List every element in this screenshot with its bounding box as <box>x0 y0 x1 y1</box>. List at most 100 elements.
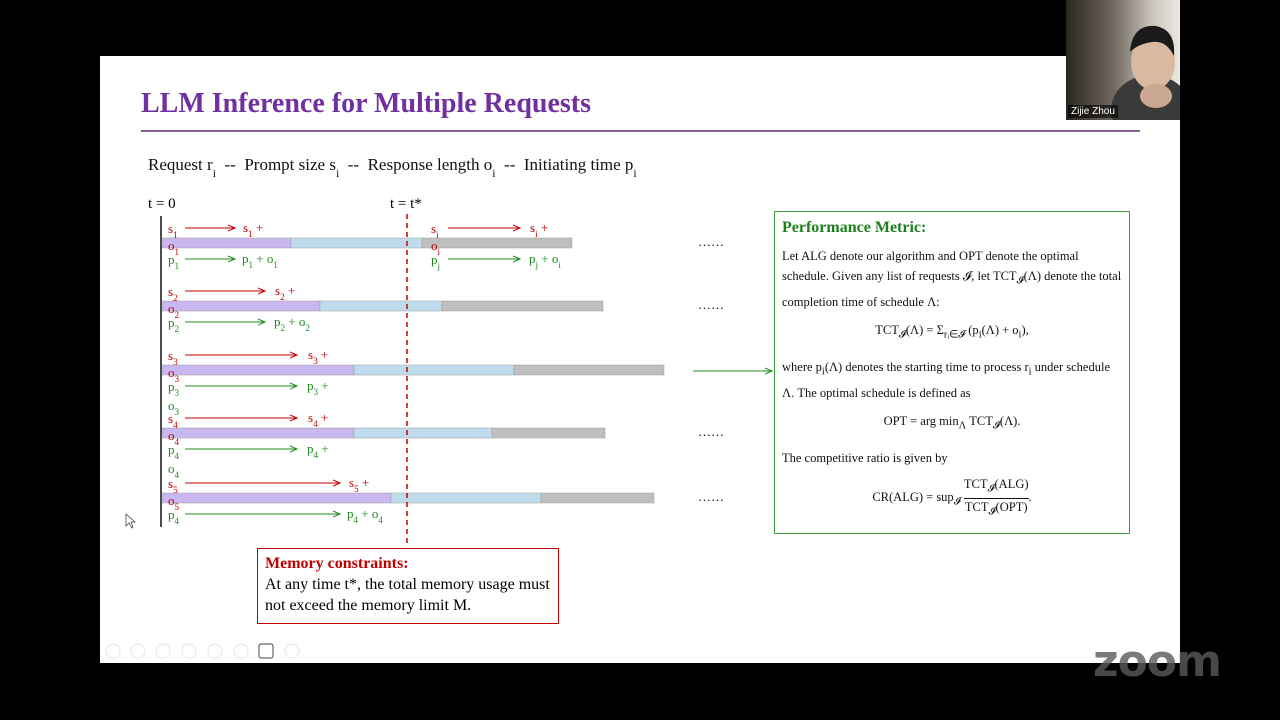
request-bar <box>290 237 423 249</box>
fraction: TCT𝓘(ALG) TCT𝓘(OPT) <box>963 476 1029 521</box>
subscript: 4 <box>354 515 359 525</box>
subscript: 3 <box>175 388 180 398</box>
webcam-video <box>1111 25 1180 120</box>
spacer <box>236 155 245 174</box>
subscript: i <box>821 366 825 378</box>
metric-box: Performance Metric: Let ALG denote our a… <box>774 211 1130 534</box>
memory-box: Memory constraints: At any time t*, the … <box>257 548 559 624</box>
subscript: 1 <box>173 230 178 240</box>
diagram-label: pj + oi <box>529 251 561 270</box>
diagram-label: o5 <box>168 493 180 512</box>
text-run: (p <box>965 322 979 337</box>
text-run: where p <box>782 360 822 374</box>
subscript: 3 <box>314 387 319 397</box>
request-bar <box>161 364 355 376</box>
subscript: 4 <box>173 420 178 430</box>
subscript: i <box>213 166 217 180</box>
notation-line: Request ri -- Prompt size si -- Response… <box>148 155 637 180</box>
text-run: o <box>431 238 438 253</box>
text-run: s <box>349 475 354 490</box>
text-run: + o <box>358 506 378 521</box>
text-run: p <box>307 378 314 393</box>
subscript: i <box>492 166 496 180</box>
metric-text: Let ALG denote our algorithm and OPT den… <box>782 246 1122 312</box>
ellipsis: …… <box>698 234 724 249</box>
subscript: 3 <box>175 407 180 417</box>
diagram-label: s3 + <box>308 347 328 366</box>
text-run: o <box>168 461 175 476</box>
text-run: + o <box>285 314 305 329</box>
text-run: Initiating time p <box>524 155 634 174</box>
subscript: 𝓘 <box>1016 275 1024 287</box>
equation: CR(ALG) = sup𝓘 TCT𝓘(ALG) TCT𝓘(OPT). <box>782 476 1122 520</box>
equation: TCT𝓘(Λ) = Σrᵢ∈𝓘 (pi(Λ) + oi), <box>782 320 1122 346</box>
text-run: s <box>168 476 173 491</box>
subscript: i <box>438 247 441 257</box>
subscript: 𝓘 <box>898 329 906 340</box>
diagram-label: o4 <box>168 461 180 480</box>
subscript: i <box>336 166 340 180</box>
denominator: TCT𝓘(OPT) <box>964 499 1029 521</box>
diagram-label: s3 <box>168 348 178 367</box>
text-run: + <box>253 220 264 235</box>
subscript: i <box>1028 366 1032 378</box>
text-run: TCT <box>966 413 993 428</box>
diagram-label: s4 + <box>308 410 328 429</box>
subscript: rᵢ∈𝓘 <box>943 329 966 340</box>
subscript: 5 <box>175 502 180 512</box>
toolbar-button[interactable] <box>258 643 274 659</box>
slide <box>100 56 1180 663</box>
text-run: + <box>318 441 329 456</box>
text-run: p <box>168 507 175 522</box>
metric-heading: Performance Metric: <box>782 219 927 236</box>
text-run: s <box>308 410 313 425</box>
subscript: 3 <box>175 374 180 384</box>
diagram-label: o3 <box>168 398 180 417</box>
diagram-label: s4 <box>168 411 178 430</box>
text-run: OPT = arg min <box>883 413 959 428</box>
text-run: p <box>431 252 438 267</box>
subscript: Λ <box>958 420 967 431</box>
subscript: j <box>437 261 441 271</box>
metric-text: where pi(Λ) denotes the starting time to… <box>782 357 1122 403</box>
ellipsis: …… <box>698 489 724 504</box>
text-run: o <box>168 301 175 316</box>
text-run: Let ALG denote our algorithm and OPT den… <box>782 249 1079 283</box>
spacer <box>496 155 505 174</box>
ellipsis: …… <box>698 297 724 312</box>
subscript: 2 <box>173 293 178 303</box>
text-run: (Λ) = Σ <box>905 322 944 337</box>
text-run: s <box>431 221 436 236</box>
text-run: (Λ) denote the total completion time of … <box>782 269 1122 309</box>
subscript: 3 <box>313 356 318 366</box>
subscript: 𝓘 <box>992 420 1000 431</box>
text-run: + <box>318 347 329 362</box>
text-run: Request r <box>148 155 213 174</box>
request-bar <box>353 364 515 376</box>
diagram-label: p4 <box>168 442 180 461</box>
text-run: + <box>538 220 549 235</box>
subscript: 2 <box>175 310 180 320</box>
subscript: 1 <box>273 260 278 270</box>
text-run: p <box>242 251 249 266</box>
text-run: (Λ). <box>999 413 1021 428</box>
request-bar <box>421 237 573 249</box>
equation-part: . <box>1028 489 1032 504</box>
text-run: (Λ) + o <box>981 322 1019 337</box>
request-bar <box>390 492 542 504</box>
subscript: 5 <box>354 484 359 494</box>
text-run: p <box>347 506 354 521</box>
diagram-label: si <box>431 221 439 240</box>
slide-toolbar <box>105 643 300 659</box>
text-run: p <box>307 441 314 456</box>
equation-part: CR(ALG) = sup𝓘 <box>872 490 960 508</box>
text-run: Response length o <box>368 155 493 174</box>
separator: -- <box>348 155 360 174</box>
separator: -- <box>225 155 237 174</box>
text-run: TCT <box>963 477 988 491</box>
diagram-label: s2 <box>168 284 178 303</box>
text-run: o <box>168 428 175 443</box>
text-run: (OPT) <box>995 499 1028 514</box>
text-run: p <box>168 252 175 267</box>
text-run: s <box>243 220 248 235</box>
